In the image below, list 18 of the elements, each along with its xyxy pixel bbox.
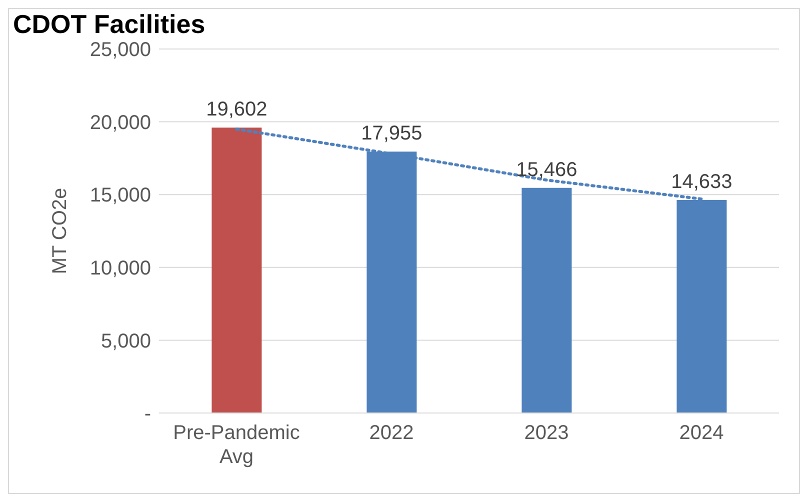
bar <box>212 128 262 413</box>
data-label: 19,602 <box>206 98 268 121</box>
y-tick-label: 10,000 <box>90 258 151 280</box>
y-axis-title: MT CO2e <box>49 188 72 274</box>
y-tick-label: 5,000 <box>100 330 151 352</box>
y-tick-label: 20,000 <box>90 112 151 134</box>
data-label: 14,633 <box>671 170 732 193</box>
y-tick-label: 15,000 <box>90 184 151 207</box>
chart-title: CDOT Facilities <box>13 9 206 40</box>
x-tick-label: 2022 <box>369 422 414 444</box>
y-tick-label: 25,000 <box>90 39 151 62</box>
x-tick-label: 2023 <box>524 422 569 444</box>
data-label: 17,955 <box>361 122 422 145</box>
x-tick-label: Pre-Pandemic Avg <box>173 422 300 468</box>
bar <box>522 188 572 413</box>
y-tick-label: - <box>144 403 151 426</box>
x-tick-label: 2024 <box>679 422 724 444</box>
data-label: 15,466 <box>516 158 578 181</box>
